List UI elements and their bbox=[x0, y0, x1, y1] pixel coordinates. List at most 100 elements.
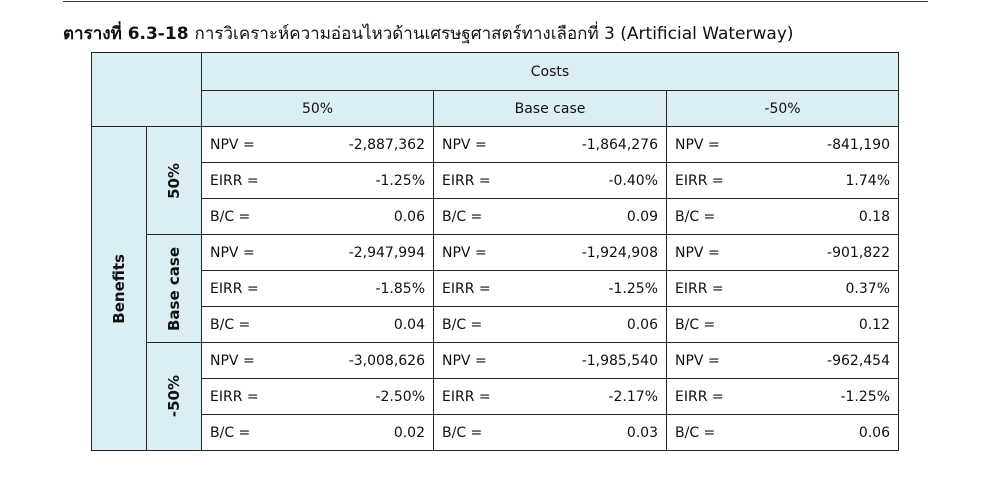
cell-label: B/C = bbox=[442, 424, 483, 441]
cell-label: NPV = bbox=[442, 136, 487, 153]
cell: -901,822 NPV = bbox=[666, 234, 899, 271]
table-caption: ตารางที่ 6.3-18 การวิเคราะห์ความอ่อนไหวด้… bbox=[63, 20, 794, 47]
row: -2.50% EIRR = -2.17% EIRR = -1.25% EIRR = bbox=[92, 378, 899, 415]
row-header-text: Benefits bbox=[110, 253, 128, 324]
cell-value: -901,822 bbox=[827, 244, 890, 261]
cell-value: 1.74% bbox=[845, 172, 890, 189]
cell: -1.25% EIRR = bbox=[433, 270, 667, 307]
cell-label: NPV = bbox=[210, 244, 255, 261]
corner bbox=[91, 52, 202, 127]
header: Costs bbox=[201, 52, 899, 91]
cell-label: NPV = bbox=[210, 352, 255, 369]
cell-label: EIRR = bbox=[675, 172, 724, 189]
cell-label: B/C = bbox=[675, 316, 716, 333]
row: Base case -2,947,994 NPV = -1,924,908 NPV = -… bbox=[92, 234, 899, 343]
row: 0.04 B/C = 0.06 B/C = 0.12 B/C = bbox=[92, 306, 899, 343]
column-header: Base case bbox=[433, 90, 667, 127]
cell-label: EIRR = bbox=[210, 280, 259, 297]
cell-value: -1,924,908 bbox=[581, 244, 658, 261]
cell-label: EIRR = bbox=[675, 388, 724, 405]
cell-label: B/C = bbox=[675, 208, 716, 225]
cell-value: -2,947,994 bbox=[348, 244, 425, 261]
caption-text: การวิเคราะห์ความอ่อนไหวด้านเศรษฐศาสตร์ทา… bbox=[194, 24, 794, 44]
cell: -841,190 NPV = bbox=[666, 126, 899, 163]
cell-label: EIRR = bbox=[442, 280, 491, 297]
cell: 0.18 B/C = bbox=[666, 198, 899, 235]
cell-label: NPV = bbox=[442, 352, 487, 369]
cell-label: EIRR = bbox=[675, 280, 724, 297]
cell: -0.40% EIRR = bbox=[433, 162, 667, 199]
row: 0.06 B/C = 0.09 B/C = 0.18 B/C = bbox=[92, 198, 899, 235]
cell: 0.04 B/C = bbox=[201, 306, 434, 343]
cell: 0.09 B/C = bbox=[433, 198, 667, 235]
cell-value: 0.12 bbox=[858, 316, 890, 333]
cell-label: NPV = bbox=[675, 352, 720, 369]
cell: 0.06 B/C = bbox=[666, 414, 899, 451]
row: -1.25% EIRR = -0.40% EIRR = 1.74% EIRR = bbox=[92, 162, 899, 199]
cell: -2.50% EIRR = bbox=[201, 378, 434, 415]
cell-label: B/C = bbox=[675, 424, 716, 441]
row: -1.85% EIRR = -1.25% EIRR = 0.37% EIRR = bbox=[92, 270, 899, 307]
cell-value: 0.02 bbox=[393, 424, 425, 441]
cell-label: B/C = bbox=[210, 208, 251, 225]
cell-label: B/C = bbox=[210, 316, 251, 333]
cell: -2,947,994 NPV = bbox=[201, 234, 434, 271]
caption-label: ตารางที่ 6.3-18 bbox=[63, 24, 189, 44]
group-header: -50% bbox=[146, 342, 202, 451]
cell-value: 0.06 bbox=[393, 208, 425, 225]
cell-value: -1.85% bbox=[375, 280, 425, 297]
cell-value: -841,190 bbox=[827, 136, 890, 153]
group-name: Base case bbox=[165, 246, 183, 331]
cell: 0.02 B/C = bbox=[201, 414, 434, 451]
cell-label: EIRR = bbox=[442, 388, 491, 405]
cell: 0.06 B/C = bbox=[433, 306, 667, 343]
cell-value: 0.09 bbox=[626, 208, 658, 225]
cell-label: EIRR = bbox=[210, 172, 259, 189]
cell: -1.25% EIRR = bbox=[201, 162, 434, 199]
group-header: Base case bbox=[146, 234, 202, 343]
cell-value: -1.25% bbox=[840, 388, 890, 405]
cell-value: 0.18 bbox=[858, 208, 890, 225]
cell: 0.12 B/C = bbox=[666, 306, 899, 343]
cell-value: -3,008,626 bbox=[348, 352, 425, 369]
cell: -2.17% EIRR = bbox=[433, 378, 667, 415]
sensitivity-table: Costs 50% Base case -50% Benefits 50% -2,887… bbox=[91, 52, 899, 451]
row-header: Benefits bbox=[91, 126, 147, 451]
column-header: -50% bbox=[666, 90, 899, 127]
cell-value: -1,985,540 bbox=[581, 352, 658, 369]
cell: -962,454 NPV = bbox=[666, 342, 899, 379]
cell-value: 0.04 bbox=[393, 316, 425, 333]
cell-label: NPV = bbox=[675, 136, 720, 153]
cell-value: 0.03 bbox=[626, 424, 658, 441]
group-name: 50% bbox=[165, 162, 183, 199]
cell-value: -0.40% bbox=[608, 172, 658, 189]
cell-value: -2.50% bbox=[375, 388, 425, 405]
cell: -1.25% EIRR = bbox=[666, 378, 899, 415]
cell-label: NPV = bbox=[675, 244, 720, 261]
rule bbox=[63, 1, 928, 2]
cell-value: -1,864,276 bbox=[581, 136, 658, 153]
cell: -1,924,908 NPV = bbox=[433, 234, 667, 271]
row: -50% -3,008,626 NPV = -1,985,540 NPV = -962,4… bbox=[92, 342, 899, 451]
cell-value: 0.06 bbox=[858, 424, 890, 441]
cell-value: -1.25% bbox=[375, 172, 425, 189]
cell: -1,864,276 NPV = bbox=[433, 126, 667, 163]
row: Benefits 50% -2,887,362 NPV = -1,864,276 NPV … bbox=[91, 126, 899, 451]
cell-label: B/C = bbox=[442, 208, 483, 225]
cell-value: 0.37% bbox=[845, 280, 890, 297]
cell-value: -2.17% bbox=[608, 388, 658, 405]
cell: -2,887,362 NPV = bbox=[201, 126, 434, 163]
group-name: -50% bbox=[165, 375, 183, 418]
cell-label: NPV = bbox=[442, 244, 487, 261]
cell: -1,985,540 NPV = bbox=[433, 342, 667, 379]
cell: 0.06 B/C = bbox=[201, 198, 434, 235]
cell-value: 0.06 bbox=[626, 316, 658, 333]
cell: 1.74% EIRR = bbox=[666, 162, 899, 199]
cell-label: B/C = bbox=[210, 424, 251, 441]
cell-label: B/C = bbox=[442, 316, 483, 333]
cell-value: -962,454 bbox=[827, 352, 890, 369]
cell: 0.37% EIRR = bbox=[666, 270, 899, 307]
cell-label: EIRR = bbox=[442, 172, 491, 189]
cell: 0.03 B/C = bbox=[433, 414, 667, 451]
